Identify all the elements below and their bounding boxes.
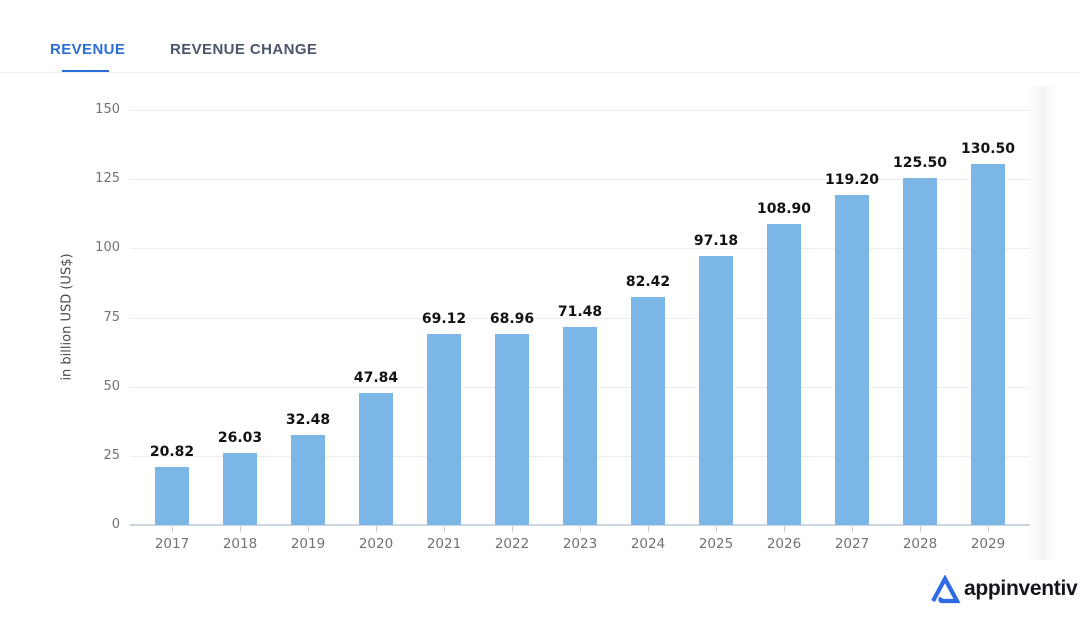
x-label-2029: 2029 — [970, 536, 1006, 552]
x-axis-line — [130, 524, 1030, 526]
bar-2029[interactable] — [971, 163, 1005, 525]
x-label-2023: 2023 — [562, 536, 598, 552]
x-tick-2018 — [240, 526, 241, 532]
y-tick-label-0: 0 — [111, 517, 120, 532]
value-label-2025: 97.18 — [693, 233, 739, 250]
y-gridline-150 — [130, 110, 1030, 111]
x-label-2024: 2024 — [630, 536, 666, 552]
y-axis-title: in billion USD (US$) — [59, 253, 75, 381]
value-label-2023: 71.48 — [557, 304, 603, 321]
x-tick-2025 — [716, 526, 717, 532]
bar-2027[interactable] — [835, 195, 869, 525]
value-label-2020: 47.84 — [353, 369, 399, 386]
x-label-2025: 2025 — [698, 536, 734, 552]
tab-divider — [0, 72, 1080, 73]
x-label-2027: 2027 — [834, 536, 870, 552]
value-label-2021: 69.12 — [421, 310, 467, 327]
active-tab-underline — [62, 70, 109, 73]
x-tick-2017 — [172, 526, 173, 532]
bar-2022[interactable] — [495, 334, 529, 525]
bar-2020[interactable] — [359, 392, 393, 525]
x-tick-2029 — [988, 526, 989, 532]
plot-area: 0 25 50 75 100 125 150 20.82 2017 26.03 2018 32.48 2… — [95, 102, 1030, 552]
bar-2019[interactable] — [291, 435, 325, 525]
bar-2023[interactable] — [563, 327, 597, 525]
y-gridline-75 — [130, 317, 1030, 319]
appinventiv-a-icon — [930, 574, 961, 604]
y-tick-label-125: 125 — [95, 171, 120, 187]
bar-2028[interactable] — [903, 177, 937, 525]
y-gridline-125 — [130, 179, 1030, 181]
bar-2017[interactable] — [155, 467, 189, 525]
value-label-2028: 125.50 — [892, 154, 948, 171]
y-tick-label-25: 25 — [103, 447, 120, 463]
value-label-2026: 108.90 — [756, 200, 812, 217]
bar-2018[interactable] — [223, 452, 257, 525]
y-tick-label-50: 50 — [103, 378, 120, 394]
bar-2026[interactable] — [767, 223, 801, 525]
x-label-2017: 2017 — [154, 536, 190, 552]
x-tick-2022 — [512, 526, 513, 532]
x-tick-2020 — [376, 526, 377, 532]
x-label-2018: 2018 — [222, 536, 258, 552]
y-tick-label-150: 150 — [95, 102, 120, 117]
x-label-2022: 2022 — [494, 536, 530, 552]
x-tick-2019 — [308, 526, 309, 532]
value-label-2022: 68.96 — [489, 311, 535, 328]
x-tick-2021 — [444, 526, 445, 532]
value-label-2024: 82.42 — [625, 273, 671, 290]
value-label-2018: 26.03 — [217, 429, 263, 446]
x-tick-2028 — [920, 526, 921, 532]
tab-revenue-change[interactable]: REVENUE CHANGE — [170, 41, 318, 58]
x-label-2020: 2020 — [358, 536, 394, 552]
x-tick-2026 — [784, 526, 785, 532]
x-label-2026: 2026 — [766, 536, 802, 552]
value-label-2027: 119.20 — [824, 172, 880, 189]
y-tick-label-75: 75 — [103, 309, 120, 325]
value-label-2029: 130.50 — [960, 140, 1016, 157]
x-label-2028: 2028 — [902, 536, 938, 552]
bar-2024[interactable] — [631, 296, 665, 525]
bar-2025[interactable] — [699, 256, 733, 525]
value-label-2019: 32.48 — [285, 412, 331, 429]
x-tick-2023 — [580, 526, 581, 532]
brand-logo-text: appinventiv — [964, 577, 1078, 600]
x-label-2021: 2021 — [426, 536, 462, 552]
brand-logo: appinventiv — [930, 574, 1078, 604]
x-tick-2027 — [852, 526, 853, 532]
y-tick-label-100: 100 — [95, 240, 120, 256]
value-label-2017: 20.82 — [149, 444, 195, 461]
bar-2021[interactable] — [427, 333, 461, 525]
y-gridline-100 — [130, 248, 1030, 250]
x-tick-2024 — [648, 526, 649, 532]
x-label-2019: 2019 — [290, 536, 326, 552]
tab-revenue[interactable]: REVENUE — [50, 41, 126, 58]
